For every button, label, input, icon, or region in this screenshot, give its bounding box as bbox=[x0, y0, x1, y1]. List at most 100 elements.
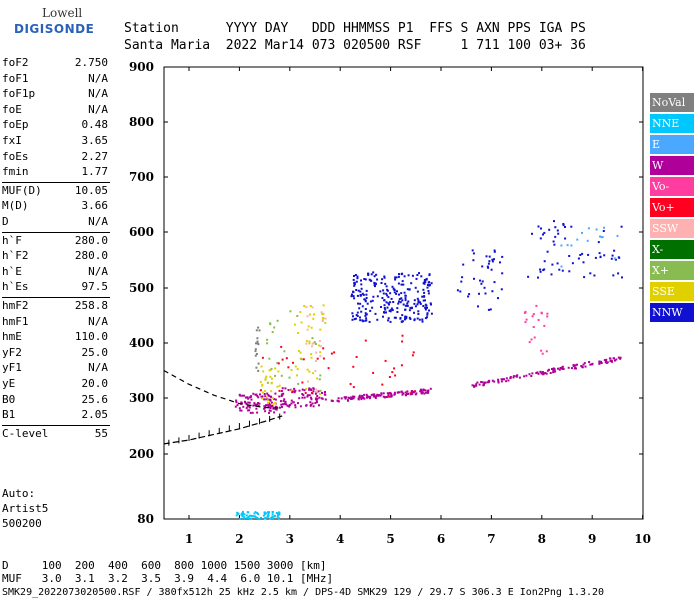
data-point bbox=[256, 394, 259, 397]
param-key: B1 bbox=[2, 408, 16, 422]
data-point bbox=[372, 371, 375, 374]
data-point bbox=[385, 311, 387, 314]
data-point bbox=[274, 398, 277, 401]
data-point bbox=[256, 340, 259, 343]
data-point bbox=[257, 404, 260, 407]
data-point bbox=[396, 290, 398, 293]
param-value: 25.0 bbox=[81, 345, 109, 359]
data-point bbox=[606, 361, 609, 364]
data-point bbox=[281, 387, 284, 390]
lowell-digisonde-logo: Lowell DIGISONDE bbox=[4, 4, 114, 44]
data-point bbox=[265, 398, 268, 401]
data-point bbox=[405, 315, 408, 318]
data-point bbox=[291, 390, 294, 393]
data-point bbox=[488, 255, 491, 258]
data-point bbox=[318, 344, 321, 347]
data-point bbox=[288, 376, 291, 379]
data-point bbox=[246, 517, 249, 519]
param-row: foE N/A bbox=[2, 103, 108, 119]
data-point bbox=[484, 292, 487, 295]
data-point bbox=[552, 371, 555, 374]
data-point bbox=[406, 390, 409, 393]
data-point bbox=[570, 244, 573, 247]
data-point bbox=[266, 342, 269, 345]
param-key: hmF1 bbox=[2, 314, 29, 328]
param-separator bbox=[2, 231, 110, 233]
auto-label: Auto: bbox=[2, 487, 36, 500]
data-point bbox=[260, 365, 263, 368]
data-point bbox=[381, 297, 384, 299]
data-point bbox=[313, 341, 316, 344]
data-point bbox=[427, 281, 430, 284]
data-point bbox=[404, 318, 406, 321]
data-point bbox=[558, 268, 561, 271]
data-point bbox=[270, 367, 273, 370]
data-point bbox=[372, 395, 375, 398]
data-point bbox=[270, 390, 273, 393]
data-point bbox=[381, 278, 384, 281]
param-key: foEp bbox=[2, 118, 29, 132]
param-value: N/A bbox=[88, 264, 108, 278]
data-point bbox=[422, 388, 425, 391]
data-point bbox=[264, 405, 267, 408]
data-point bbox=[471, 384, 474, 387]
data-point bbox=[356, 294, 359, 297]
data-point bbox=[583, 276, 586, 279]
data-point bbox=[263, 398, 266, 401]
data-point bbox=[352, 397, 355, 400]
data-point bbox=[562, 223, 565, 225]
data-point bbox=[383, 311, 385, 314]
data-point bbox=[541, 371, 544, 373]
data-point bbox=[322, 347, 325, 350]
data-point bbox=[393, 291, 396, 294]
data-point bbox=[244, 396, 247, 399]
data-point bbox=[533, 336, 536, 339]
data-point bbox=[256, 517, 259, 519]
data-point bbox=[311, 337, 314, 340]
data-point bbox=[252, 392, 255, 395]
data-point bbox=[272, 407, 275, 410]
data-point bbox=[402, 392, 405, 395]
data-point bbox=[372, 271, 375, 274]
data-point bbox=[614, 258, 617, 261]
data-point bbox=[282, 400, 285, 402]
data-point bbox=[416, 303, 419, 306]
data-point bbox=[411, 354, 414, 357]
data-point bbox=[403, 275, 406, 278]
param-value: 97.5 bbox=[81, 280, 109, 294]
data-point bbox=[274, 374, 276, 377]
data-point bbox=[248, 401, 251, 404]
data-point bbox=[574, 364, 577, 367]
data-point bbox=[552, 240, 555, 243]
data-point bbox=[548, 368, 550, 371]
data-point bbox=[548, 228, 551, 231]
data-point bbox=[270, 382, 273, 385]
data-point bbox=[303, 389, 306, 392]
param-value: 0.48 bbox=[81, 118, 109, 132]
data-point bbox=[266, 338, 269, 341]
data-point bbox=[396, 307, 399, 310]
data-point bbox=[462, 263, 465, 266]
data-point bbox=[269, 369, 272, 372]
data-point bbox=[352, 395, 355, 398]
data-point bbox=[292, 401, 295, 404]
data-point bbox=[428, 309, 430, 312]
param-key: hmE bbox=[2, 330, 22, 344]
data-point bbox=[253, 404, 256, 407]
data-point bbox=[370, 273, 373, 276]
x-tick-label: 9 bbox=[588, 532, 596, 546]
data-point bbox=[258, 402, 261, 405]
param-row: h`Es 97.5 bbox=[2, 280, 108, 296]
data-point bbox=[309, 401, 312, 404]
data-point bbox=[482, 383, 485, 386]
data-point bbox=[276, 362, 279, 364]
data-point bbox=[365, 289, 368, 292]
data-point bbox=[413, 391, 415, 394]
param-value: N/A bbox=[88, 314, 108, 328]
data-point bbox=[394, 374, 397, 377]
data-point bbox=[491, 260, 494, 263]
y-tick-label: 700 bbox=[129, 170, 154, 184]
data-point bbox=[493, 281, 496, 284]
data-point bbox=[557, 367, 559, 370]
data-point bbox=[407, 392, 410, 395]
